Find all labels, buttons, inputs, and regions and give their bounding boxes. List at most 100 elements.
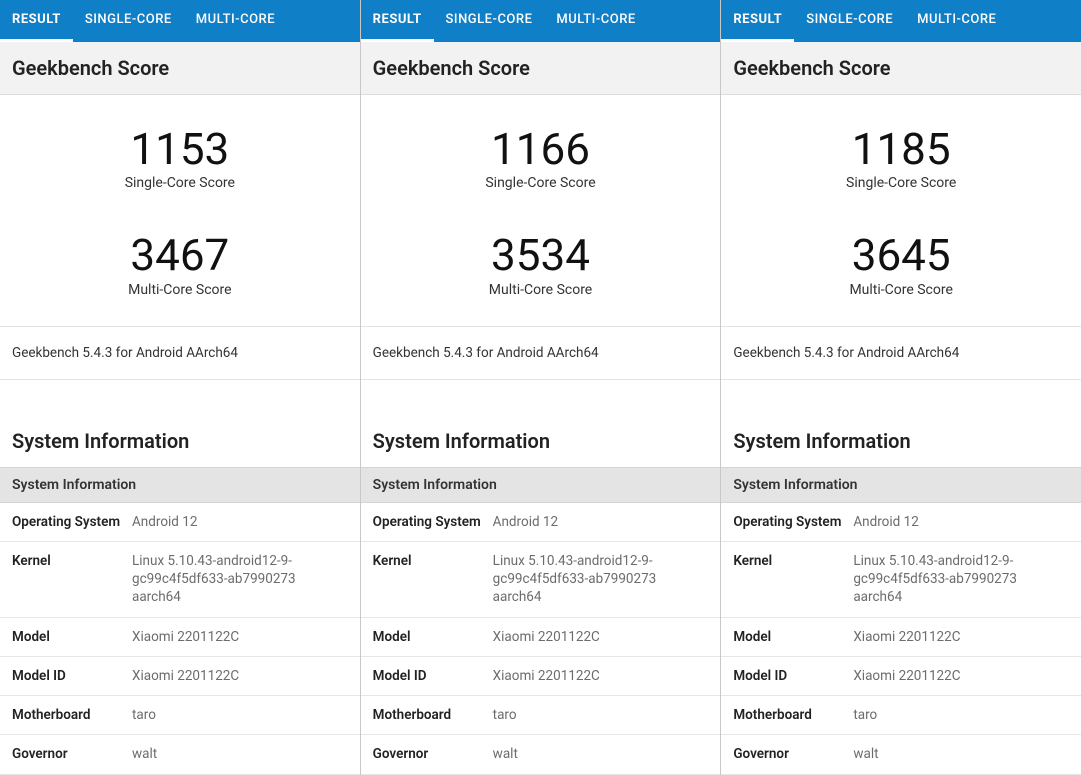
single-core-block: 1153 Single-Core Score bbox=[10, 125, 350, 191]
tabs-bar: RESULT SINGLE-CORE MULTI-CORE bbox=[721, 0, 1081, 42]
row-model: Model Xiaomi 2201122C bbox=[721, 618, 1081, 657]
sysinfo-section-title: System Information bbox=[361, 413, 721, 467]
single-core-score: 1166 bbox=[371, 125, 711, 173]
key-motherboard: Motherboard bbox=[733, 706, 853, 724]
key-model: Model bbox=[12, 628, 132, 646]
key-model: Model bbox=[373, 628, 493, 646]
val-model: Xiaomi 2201122C bbox=[493, 628, 600, 646]
val-os: Android 12 bbox=[853, 513, 918, 531]
val-governor: walt bbox=[493, 745, 518, 763]
multi-core-score: 3645 bbox=[731, 231, 1071, 279]
tab-result[interactable]: RESULT bbox=[0, 0, 73, 42]
val-kernel: Linux 5.10.43-android12-9-gc99c4f5df633-… bbox=[493, 552, 709, 607]
row-governor: Governor walt bbox=[361, 735, 721, 774]
val-model: Xiaomi 2201122C bbox=[132, 628, 239, 646]
tab-multi-core[interactable]: MULTI-CORE bbox=[184, 0, 287, 42]
row-motherboard: Motherboard taro bbox=[721, 696, 1081, 735]
key-os: Operating System bbox=[373, 513, 493, 531]
tabs-bar: RESULT SINGLE-CORE MULTI-CORE bbox=[0, 0, 360, 42]
version-text: Geekbench 5.4.3 for Android AArch64 bbox=[0, 326, 360, 379]
val-model-id: Xiaomi 2201122C bbox=[853, 667, 960, 685]
row-kernel: Kernel Linux 5.10.43-android12-9-gc99c4f… bbox=[721, 542, 1081, 618]
scores-area: 1153 Single-Core Score 3467 Multi-Core S… bbox=[0, 95, 360, 326]
row-motherboard: Motherboard taro bbox=[0, 696, 360, 735]
key-motherboard: Motherboard bbox=[373, 706, 493, 724]
val-motherboard: taro bbox=[853, 706, 877, 724]
single-core-label: Single-Core Score bbox=[10, 175, 350, 191]
scores-area: 1185 Single-Core Score 3645 Multi-Core S… bbox=[721, 95, 1081, 326]
tab-single-core[interactable]: SINGLE-CORE bbox=[434, 0, 545, 42]
row-model: Model Xiaomi 2201122C bbox=[0, 618, 360, 657]
sysinfo-section-title: System Information bbox=[0, 413, 360, 467]
key-os: Operating System bbox=[12, 513, 132, 531]
key-model-id: Model ID bbox=[373, 667, 493, 685]
val-governor: walt bbox=[853, 745, 878, 763]
row-model-id: Model ID Xiaomi 2201122C bbox=[0, 657, 360, 696]
panels-container: RESULT SINGLE-CORE MULTI-CORE Geekbench … bbox=[0, 0, 1081, 775]
val-motherboard: taro bbox=[132, 706, 156, 724]
sysinfo-section-title: System Information bbox=[721, 413, 1081, 467]
multi-core-score: 3467 bbox=[10, 231, 350, 279]
scores-area: 1166 Single-Core Score 3534 Multi-Core S… bbox=[361, 95, 721, 326]
key-motherboard: Motherboard bbox=[12, 706, 132, 724]
multi-core-label: Multi-Core Score bbox=[371, 282, 711, 298]
multi-core-block: 3645 Multi-Core Score bbox=[731, 231, 1071, 297]
row-os: Operating System Android 12 bbox=[0, 503, 360, 542]
multi-core-score: 3534 bbox=[371, 231, 711, 279]
val-governor: walt bbox=[132, 745, 157, 763]
multi-core-label: Multi-Core Score bbox=[731, 282, 1071, 298]
tab-single-core[interactable]: SINGLE-CORE bbox=[794, 0, 905, 42]
val-os: Android 12 bbox=[493, 513, 558, 531]
key-kernel: Kernel bbox=[373, 552, 493, 607]
key-governor: Governor bbox=[12, 745, 132, 763]
val-kernel: Linux 5.10.43-android12-9-gc99c4f5df633-… bbox=[132, 552, 348, 607]
row-model: Model Xiaomi 2201122C bbox=[361, 618, 721, 657]
spacer bbox=[361, 379, 721, 413]
tab-multi-core[interactable]: MULTI-CORE bbox=[905, 0, 1008, 42]
row-os: Operating System Android 12 bbox=[361, 503, 721, 542]
single-core-label: Single-Core Score bbox=[371, 175, 711, 191]
single-core-score: 1185 bbox=[731, 125, 1071, 173]
version-text: Geekbench 5.4.3 for Android AArch64 bbox=[721, 326, 1081, 379]
single-core-label: Single-Core Score bbox=[731, 175, 1071, 191]
key-governor: Governor bbox=[733, 745, 853, 763]
row-model-id: Model ID Xiaomi 2201122C bbox=[361, 657, 721, 696]
row-governor: Governor walt bbox=[0, 735, 360, 774]
multi-core-block: 3467 Multi-Core Score bbox=[10, 231, 350, 297]
key-model-id: Model ID bbox=[733, 667, 853, 685]
score-section-title: Geekbench Score bbox=[721, 42, 1081, 95]
key-kernel: Kernel bbox=[12, 552, 132, 607]
key-model: Model bbox=[733, 628, 853, 646]
tab-result[interactable]: RESULT bbox=[361, 0, 434, 42]
version-text: Geekbench 5.4.3 for Android AArch64 bbox=[361, 326, 721, 379]
row-kernel: Kernel Linux 5.10.43-android12-9-gc99c4f… bbox=[361, 542, 721, 618]
key-governor: Governor bbox=[373, 745, 493, 763]
val-model-id: Xiaomi 2201122C bbox=[132, 667, 239, 685]
result-panel: RESULT SINGLE-CORE MULTI-CORE Geekbench … bbox=[721, 0, 1081, 775]
tab-single-core[interactable]: SINGLE-CORE bbox=[73, 0, 184, 42]
sysinfo-subheader: System Information bbox=[0, 467, 360, 503]
val-model-id: Xiaomi 2201122C bbox=[493, 667, 600, 685]
val-kernel: Linux 5.10.43-android12-9-gc99c4f5df633-… bbox=[853, 552, 1069, 607]
key-os: Operating System bbox=[733, 513, 853, 531]
result-panel: RESULT SINGLE-CORE MULTI-CORE Geekbench … bbox=[0, 0, 361, 775]
single-core-block: 1166 Single-Core Score bbox=[371, 125, 711, 191]
result-panel: RESULT SINGLE-CORE MULTI-CORE Geekbench … bbox=[361, 0, 722, 775]
key-kernel: Kernel bbox=[733, 552, 853, 607]
row-model-id: Model ID Xiaomi 2201122C bbox=[721, 657, 1081, 696]
val-os: Android 12 bbox=[132, 513, 197, 531]
row-os: Operating System Android 12 bbox=[721, 503, 1081, 542]
val-model: Xiaomi 2201122C bbox=[853, 628, 960, 646]
single-core-score: 1153 bbox=[10, 125, 350, 173]
multi-core-block: 3534 Multi-Core Score bbox=[371, 231, 711, 297]
sysinfo-subheader: System Information bbox=[721, 467, 1081, 503]
val-motherboard: taro bbox=[493, 706, 517, 724]
tab-multi-core[interactable]: MULTI-CORE bbox=[544, 0, 647, 42]
score-section-title: Geekbench Score bbox=[0, 42, 360, 95]
single-core-block: 1185 Single-Core Score bbox=[731, 125, 1071, 191]
sysinfo-subheader: System Information bbox=[361, 467, 721, 503]
multi-core-label: Multi-Core Score bbox=[10, 282, 350, 298]
tab-result[interactable]: RESULT bbox=[721, 0, 794, 42]
row-motherboard: Motherboard taro bbox=[361, 696, 721, 735]
row-kernel: Kernel Linux 5.10.43-android12-9-gc99c4f… bbox=[0, 542, 360, 618]
